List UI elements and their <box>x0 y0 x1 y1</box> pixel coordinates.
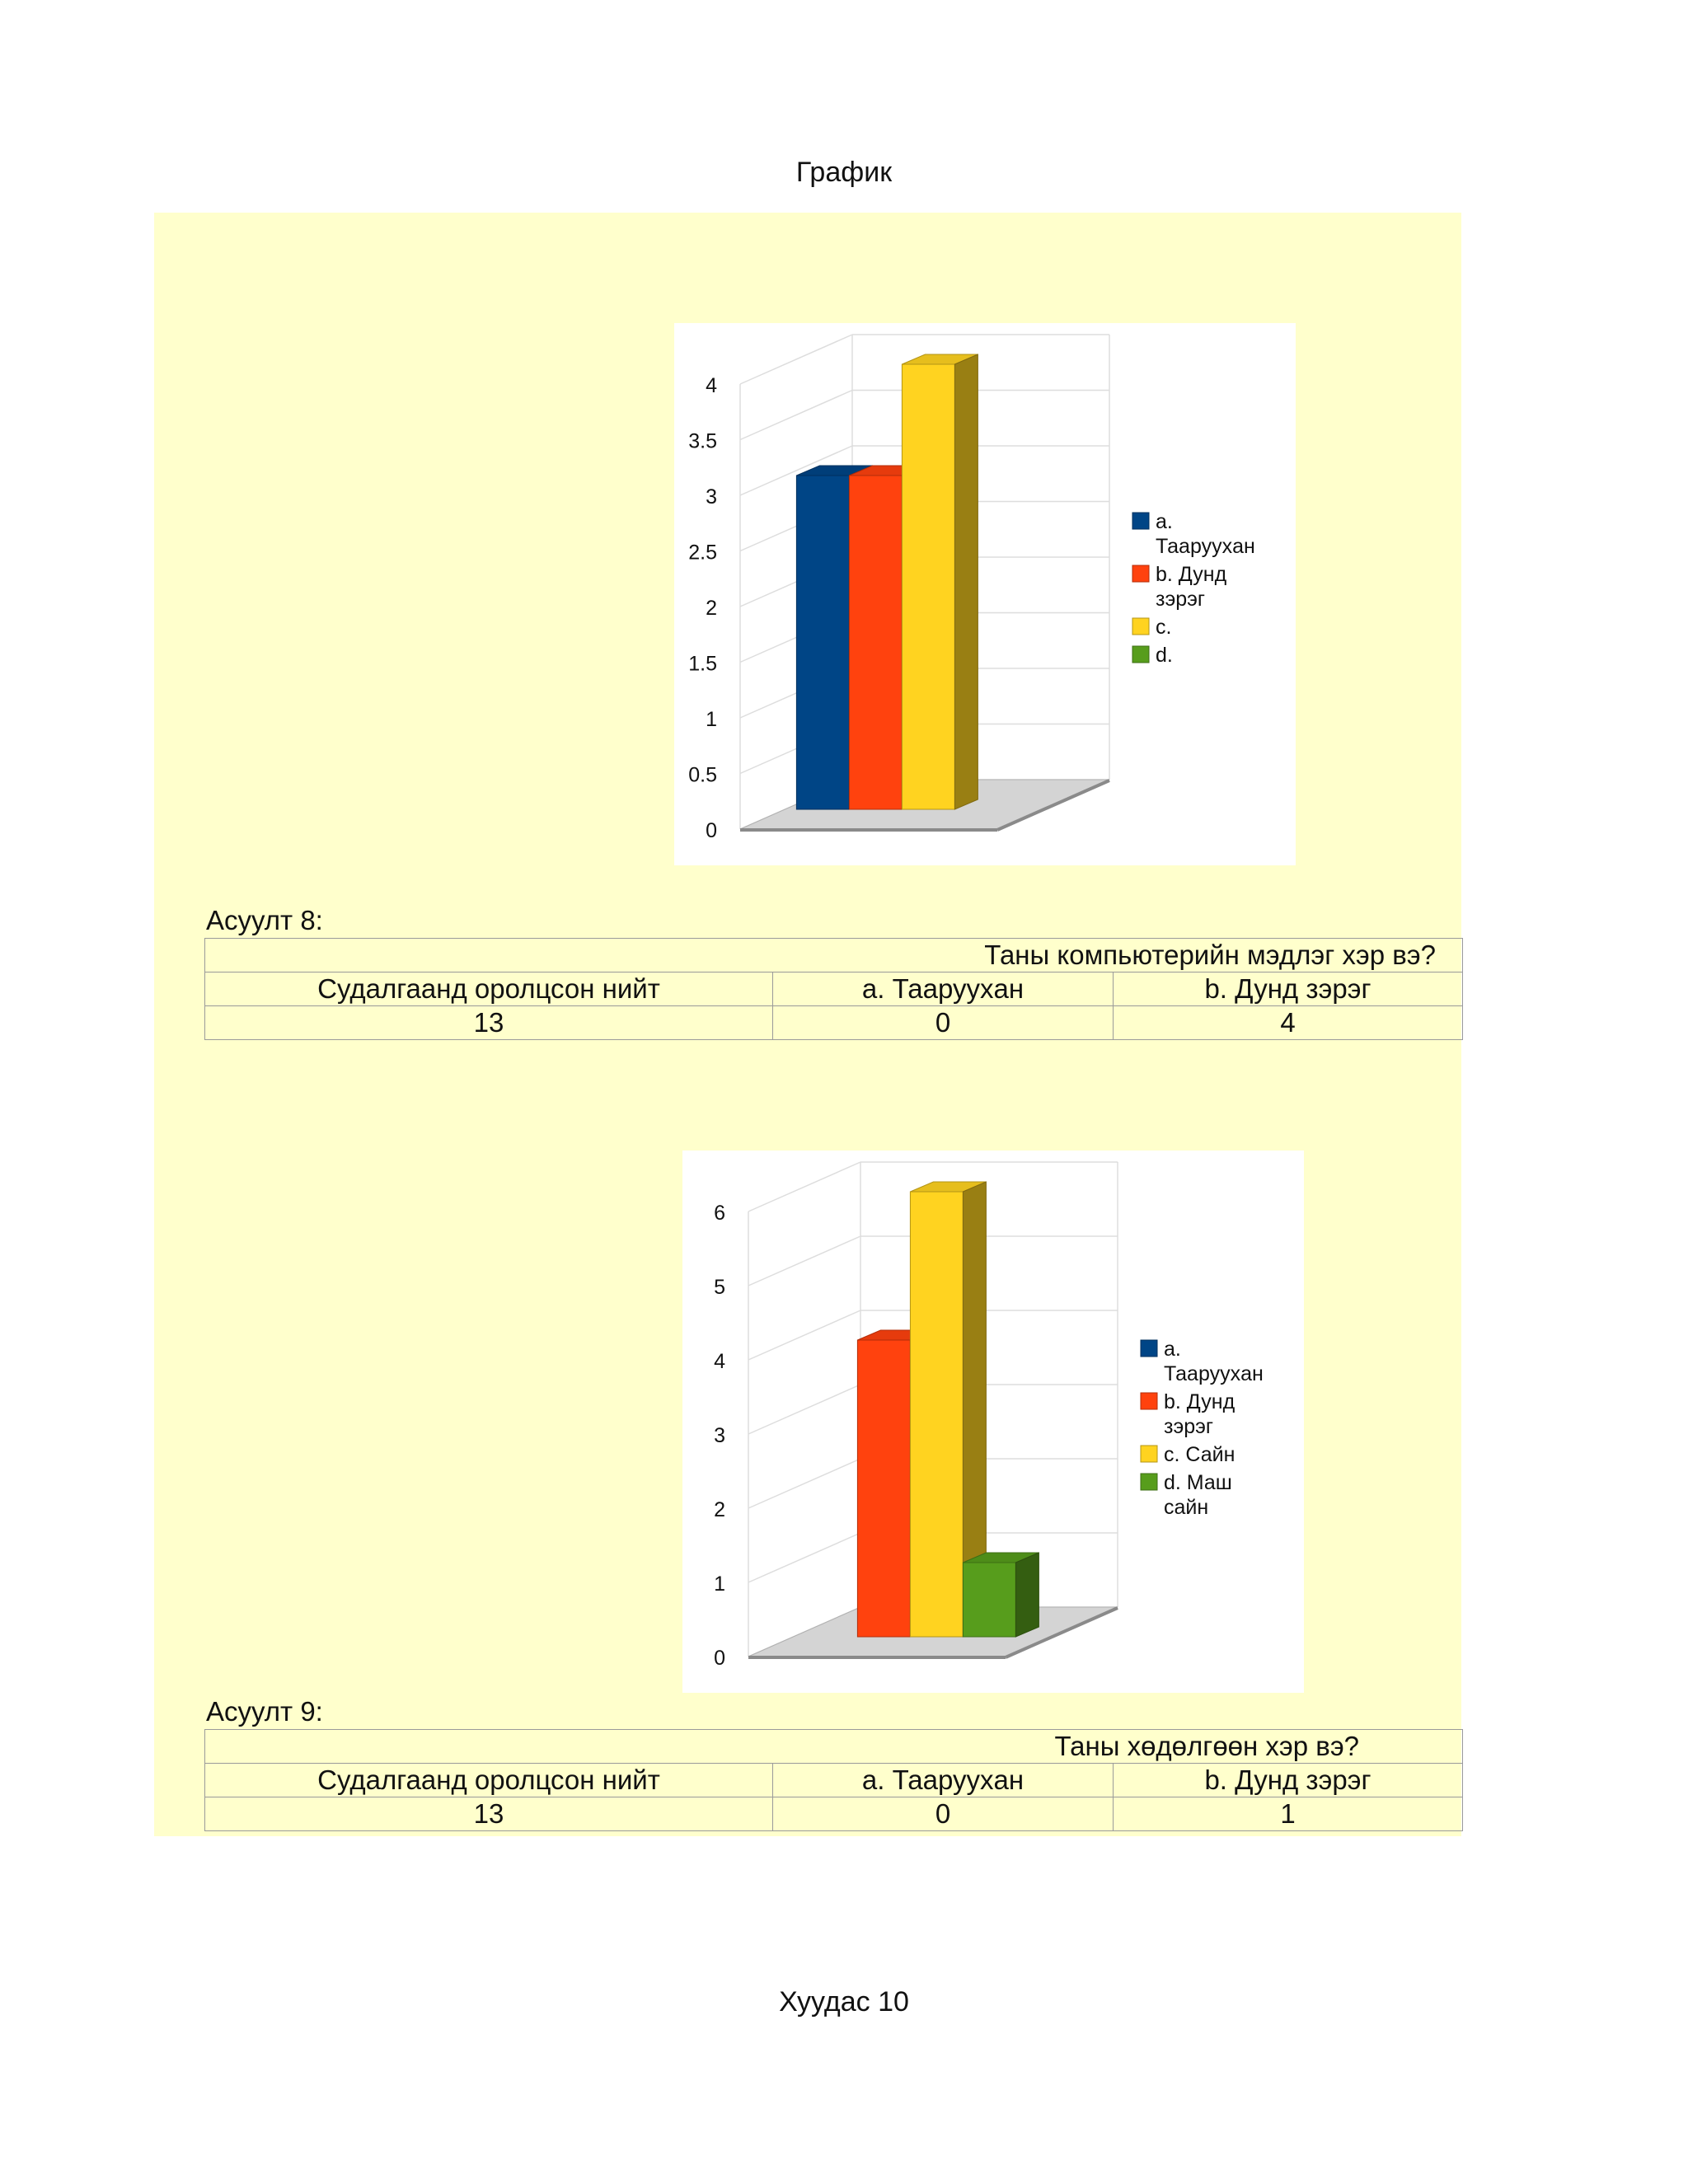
chart-bars <box>856 1181 1039 1638</box>
y-tick-label: 4 <box>706 374 717 397</box>
table-header-cell: b. Дунд зэрэг <box>1112 1763 1464 1797</box>
y-tick-label: 0.5 <box>688 764 717 787</box>
table-row: Таны хөдөлгөөн хэр вэ? <box>204 1729 1464 1764</box>
y-tick-label: 0 <box>714 1647 725 1670</box>
table-row: 13 0 4 <box>204 1005 1463 1040</box>
chart-2-svg: 0 1 2 3 4 5 6 a. Таарууxан b. Дунд зэрэг c. Сайн d. … <box>714 1161 1264 1670</box>
table-cell: 0 <box>772 1005 1114 1040</box>
legend-swatch-d <box>1132 645 1150 663</box>
bar-b-front <box>848 475 903 810</box>
table-cell: 1 <box>1112 1797 1464 1831</box>
legend-label-d: d. <box>1156 644 1173 667</box>
gridline-side <box>748 1532 861 1583</box>
question-9-label: Асуулт 9: <box>206 1696 323 1727</box>
table-header-cell: Судалгаанд оролцсон нийт <box>204 1763 773 1797</box>
y-tick-label: 0 <box>706 819 717 842</box>
question-9-text: Таны хөдөлгөөн хэр вэ? <box>204 1729 1464 1764</box>
legend-swatch-c <box>1140 1445 1158 1463</box>
gridline-side <box>739 445 853 496</box>
legend-swatch-a <box>1132 512 1150 530</box>
y-tick-label: 2 <box>706 597 717 620</box>
question-9-table: Таны хөдөлгөөн хэр вэ? Судалгаанд оролцс… <box>204 1729 1464 1831</box>
chart-legend: a. Таарууxан b. Дунд зэрэг c. Сайн d. Маш сайн <box>1140 1338 1264 1519</box>
legend-label-a: a. Таарууxан <box>1164 1338 1264 1385</box>
y-tick-label: 3 <box>706 485 717 509</box>
page-footer: Хуудас 10 <box>779 1986 909 2018</box>
floor-edge-side <box>1005 1606 1118 1659</box>
y-tick-label: 2.5 <box>688 541 717 565</box>
chart-2: 0 1 2 3 4 5 6 a. Таарууxан b. Дунд зэрэг c. Сайн d. … <box>682 1151 1304 1693</box>
y-tick-label: 3 <box>714 1424 725 1447</box>
legend-label-b: b. Дунд зэрэг <box>1156 563 1227 611</box>
legend-label-c: c. <box>1156 616 1171 639</box>
bar-a-front <box>795 475 850 810</box>
table-header-cell: a. Таарууxан <box>772 1763 1114 1797</box>
bar-d-side <box>1015 1552 1039 1638</box>
table-cell: 13 <box>204 1005 773 1040</box>
gridline-side <box>748 1235 861 1286</box>
y-tick-label: 1 <box>714 1572 725 1596</box>
table-cell: 13 <box>204 1797 773 1831</box>
bar-c-front <box>909 1191 964 1638</box>
legend-label-d: d. Маш сайн <box>1164 1471 1232 1519</box>
legend-swatch-a <box>1140 1339 1158 1357</box>
legend-swatch-c <box>1132 617 1150 635</box>
chart-legend: a. Таарууxан b. Дунд зэрэг c. d. <box>1132 510 1255 667</box>
chart-1-svg: 0 0.5 1 1.5 2 2.5 3 3.5 4 a. Таарууxан b. Дунд зэрэг… <box>688 334 1255 842</box>
bar-b-front <box>856 1339 911 1638</box>
table-header-cell: Судалгаанд оролцсон нийт <box>204 972 773 1006</box>
floor-edge-side <box>996 779 1110 832</box>
table-cell: 4 <box>1113 1005 1463 1040</box>
bar-c-side <box>954 354 978 810</box>
question-8-text: Таны компьютерийн мэдлэг хэр вэ? <box>204 938 1463 972</box>
table-row: Таны компьютерийн мэдлэг хэр вэ? <box>204 938 1463 972</box>
legend-swatch-b <box>1140 1392 1158 1410</box>
table-cell: 0 <box>772 1797 1114 1831</box>
legend-label-c: c. Сайн <box>1164 1443 1235 1466</box>
question-8-table: Таны компьютерийн мэдлэг хэр вэ? Судалга… <box>204 938 1463 1040</box>
gridline-side <box>748 1161 861 1212</box>
legend-label-a: a. Таарууxан <box>1156 510 1255 558</box>
table-header-cell: b. Дунд зэрэг <box>1113 972 1463 1006</box>
legend-swatch-d <box>1140 1473 1158 1491</box>
bar-c-front <box>901 363 955 810</box>
y-tick-label: 6 <box>714 1202 725 1225</box>
page-header: График <box>795 157 893 188</box>
legend-swatch-b <box>1132 565 1150 583</box>
legend-label-b: b. Дунд зэрэг <box>1164 1390 1236 1438</box>
y-tick-label: 2 <box>714 1498 725 1521</box>
chart-1: 0 0.5 1 1.5 2 2.5 3 3.5 4 a. Таарууxан b. Дунд зэрэг… <box>674 323 1296 865</box>
y-tick-label: 1 <box>706 708 717 731</box>
y-tick-label: 4 <box>714 1350 725 1373</box>
gridline-side <box>748 1458 861 1509</box>
table-row: Судалгаанд оролцсон нийт a. Таарууxан b.… <box>204 972 1463 1006</box>
gridline-side <box>748 1384 861 1435</box>
y-tick-label: 1.5 <box>688 653 717 676</box>
table-row: Судалгаанд оролцсон нийт a. Таарууxан b.… <box>204 1763 1464 1797</box>
table-row: 13 0 1 <box>204 1797 1464 1831</box>
gridline-side <box>748 1310 861 1361</box>
question-8-label: Асуулт 8: <box>206 905 323 935</box>
bar-d-front <box>962 1562 1016 1638</box>
table-header-cell: a. Таарууxан <box>772 972 1114 1006</box>
y-tick-label: 5 <box>714 1276 725 1299</box>
gridline-side <box>739 334 853 385</box>
chart-bars <box>795 354 978 810</box>
y-tick-label: 3.5 <box>688 430 717 453</box>
gridline-side <box>739 389 853 441</box>
